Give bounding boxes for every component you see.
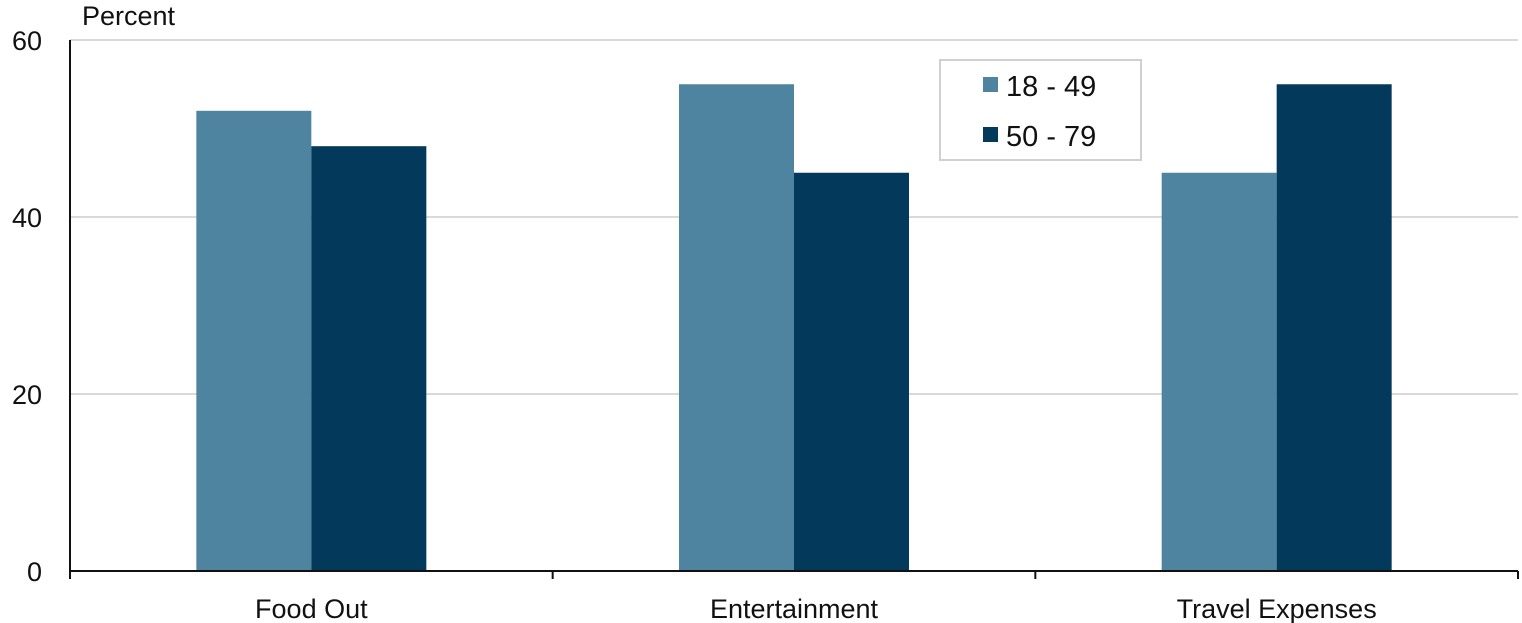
legend-label-50-79: 50 - 79 (1006, 121, 1096, 153)
y-tick-label-20: 20 (12, 380, 42, 410)
legend-swatch-50-79 (983, 127, 998, 142)
x-tick-label-entertainment: Entertainment (710, 594, 879, 623)
axes: Percent (69, 1, 1518, 572)
legend: 18 - 49 50 - 79 (939, 59, 1142, 161)
y-tick-label-40: 40 (12, 203, 42, 233)
y-tick-label-0: 0 (27, 557, 42, 587)
x-tick-label-food-out: Food Out (255, 594, 368, 623)
legend-swatch-18-49 (983, 77, 998, 92)
bar-entertainment-18-49 (679, 84, 794, 571)
legend-box (939, 59, 1142, 161)
ticks: 0 20 40 60 Food Out Entertainment Travel Expen… (12, 26, 1519, 623)
bar-entertainment-50-79 (794, 172, 909, 571)
bar-travel-expenses-18-49 (1161, 172, 1277, 571)
legend-label-18-49: 18 - 49 (1006, 71, 1096, 103)
bars (196, 84, 1392, 572)
bar-food-out-18-49 (196, 110, 312, 572)
bar-food-out-50-79 (311, 146, 427, 571)
x-tick-label-travel-expenses: Travel Expenses (1177, 594, 1377, 623)
bar-travel-expenses-50-79 (1276, 84, 1392, 571)
y-axis-title: Percent (82, 1, 176, 31)
y-tick-label-60: 60 (12, 26, 42, 56)
